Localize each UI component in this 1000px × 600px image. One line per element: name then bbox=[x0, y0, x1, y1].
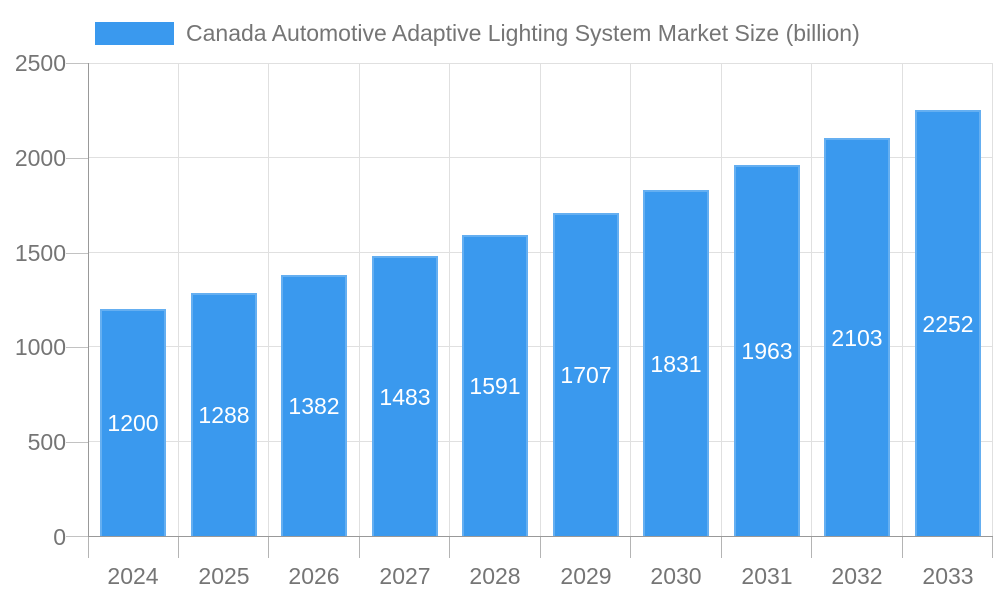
v-gridline bbox=[992, 63, 993, 537]
y-tick bbox=[66, 158, 88, 159]
v-gridline bbox=[811, 63, 812, 537]
bar-value-label-2024: 1200 bbox=[107, 410, 159, 436]
v-gridline bbox=[449, 63, 450, 537]
bar-value-label-2033: 2252 bbox=[922, 311, 974, 337]
y-tick bbox=[66, 63, 88, 64]
x-axis-label-2031: 2031 bbox=[741, 563, 793, 589]
y-axis-tick-label: 2000 bbox=[14, 145, 66, 171]
bar-value-label-2030: 1831 bbox=[650, 351, 702, 377]
v-gridline bbox=[268, 63, 269, 537]
bar-2033[interactable] bbox=[915, 110, 981, 536]
bar-value-label-2026: 1382 bbox=[288, 393, 340, 419]
x-axis-label-2030: 2030 bbox=[650, 563, 702, 589]
x-tick bbox=[178, 537, 179, 558]
bar-value-label-2028: 1591 bbox=[469, 373, 521, 399]
x-tick bbox=[268, 537, 269, 558]
x-tick bbox=[630, 537, 631, 558]
x-tick bbox=[902, 537, 903, 558]
x-tick bbox=[540, 537, 541, 558]
plot-area: 0 500 1000 1500 2000 2500 1200 2024 1288 2025 1382… bbox=[15, 50, 993, 589]
legend-swatch bbox=[95, 22, 174, 45]
v-gridline bbox=[359, 63, 360, 537]
bar-2025[interactable] bbox=[191, 293, 257, 536]
bar-2024[interactable] bbox=[100, 309, 166, 536]
y-axis-tick-label: 500 bbox=[27, 429, 66, 455]
x-tick bbox=[721, 537, 722, 558]
v-gridline bbox=[540, 63, 541, 537]
bar-2030[interactable] bbox=[643, 190, 709, 536]
x-tick bbox=[449, 537, 450, 558]
x-axis-label-2025: 2025 bbox=[198, 563, 250, 589]
y-axis-tick-label: 0 bbox=[53, 524, 66, 550]
y-tick bbox=[66, 347, 88, 348]
y-axis-line bbox=[88, 63, 89, 537]
bar-2029[interactable] bbox=[553, 213, 619, 536]
v-gridline bbox=[902, 63, 903, 537]
x-axis-label-2024: 2024 bbox=[107, 563, 159, 589]
bar-2028[interactable] bbox=[462, 235, 528, 536]
bar-value-label-2031: 1963 bbox=[741, 338, 793, 364]
bar-value-label-2029: 1707 bbox=[560, 362, 612, 388]
x-axis-label-2033: 2033 bbox=[922, 563, 974, 589]
bar-2027[interactable] bbox=[372, 256, 438, 536]
y-axis-tick-label: 1500 bbox=[14, 240, 66, 266]
bar-2032[interactable] bbox=[824, 138, 890, 536]
x-axis-label-2032: 2032 bbox=[831, 563, 883, 589]
bar-value-label-2027: 1483 bbox=[379, 384, 431, 410]
chart-title: Canada Automotive Adaptive Lighting Syst… bbox=[186, 20, 860, 46]
legend-item[interactable]: Canada Automotive Adaptive Lighting Syst… bbox=[95, 20, 860, 47]
x-tick bbox=[359, 537, 360, 558]
bar-value-label-2025: 1288 bbox=[198, 402, 250, 428]
y-axis-tick-label: 2500 bbox=[14, 50, 66, 76]
y-tick bbox=[66, 536, 88, 537]
v-gridline bbox=[630, 63, 631, 537]
y-tick bbox=[66, 442, 88, 443]
bar-2026[interactable] bbox=[281, 275, 347, 536]
bar-value-label-2032: 2103 bbox=[831, 325, 883, 351]
y-tick bbox=[66, 253, 88, 254]
x-tick bbox=[992, 537, 993, 558]
x-tick bbox=[811, 537, 812, 558]
v-gridline bbox=[178, 63, 179, 537]
x-axis-line bbox=[88, 536, 993, 537]
bar-2031[interactable] bbox=[734, 165, 800, 536]
x-tick bbox=[88, 537, 89, 558]
x-axis-label-2028: 2028 bbox=[469, 563, 521, 589]
v-gridline bbox=[721, 63, 722, 537]
y-axis-tick-label: 1000 bbox=[14, 334, 66, 360]
x-axis-label-2029: 2029 bbox=[560, 563, 612, 589]
x-axis-label-2027: 2027 bbox=[379, 563, 431, 589]
x-axis-label-2026: 2026 bbox=[288, 563, 340, 589]
